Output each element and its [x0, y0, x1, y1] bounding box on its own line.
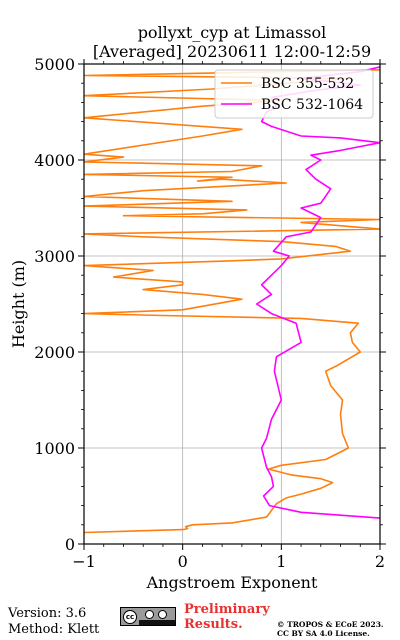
y-axis-label: Height (m) [9, 260, 28, 348]
series-line-bsc532-1064 [255, 66, 380, 519]
legend: BSC 355-532 BSC 532-1064 [214, 69, 374, 119]
y-tick-label: 4000 [34, 151, 75, 170]
attribution-icon [145, 610, 154, 619]
cc-license-badge: cc [120, 607, 176, 626]
plot-frame [83, 63, 381, 545]
legend-label-bsc355: BSC 355-532 [261, 76, 354, 92]
preliminary-line1: Preliminary [184, 602, 270, 617]
preliminary-notice: Preliminary Results. [184, 602, 270, 632]
x-tick-label: 2 [375, 552, 385, 571]
preliminary-line2: Results. [184, 617, 243, 632]
copyright-notice: © TROPOS & ECoE 2023. CC BY SA 4.0 Licen… [277, 620, 384, 638]
x-axis-label: Angstroem Exponent [146, 573, 318, 592]
version-label: Version: 3.6 [8, 606, 87, 621]
y-tick-label: 3000 [34, 247, 75, 266]
legend-box [214, 69, 374, 119]
chart-title: pollyxt_cyp at Limassol [138, 23, 327, 42]
legend-label-bsc532: BSC 532-1064 [261, 97, 363, 113]
y-tick-label: 5000 [34, 55, 75, 74]
series-line-bsc355-532 [84, 69, 380, 534]
method-label: Method: Klett [8, 622, 100, 637]
cc-logo-icon: cc [123, 610, 137, 624]
chart-subtitle: [Averaged] 20230611 12:00-12:59 [93, 42, 371, 61]
y-tick-label: 2000 [34, 343, 75, 362]
x-tick-label: 0 [178, 552, 188, 571]
grid-lines [84, 64, 380, 544]
series-lines [84, 66, 380, 534]
copyright-line1: © TROPOS & ECoE 2023. [277, 620, 384, 629]
license-strip [139, 620, 175, 625]
y-tick-label: 1000 [34, 439, 75, 458]
angstroem-chart: pollyxt_cyp at Limassol [Averaged] 20230… [9, 23, 386, 592]
copyright-line2: CC BY SA 4.0 License. [277, 629, 370, 638]
x-tick-label: 1 [276, 552, 286, 571]
share-alike-icon [158, 610, 167, 619]
x-tick-label: −1 [72, 552, 96, 571]
y-tick-label: 0 [65, 535, 75, 554]
